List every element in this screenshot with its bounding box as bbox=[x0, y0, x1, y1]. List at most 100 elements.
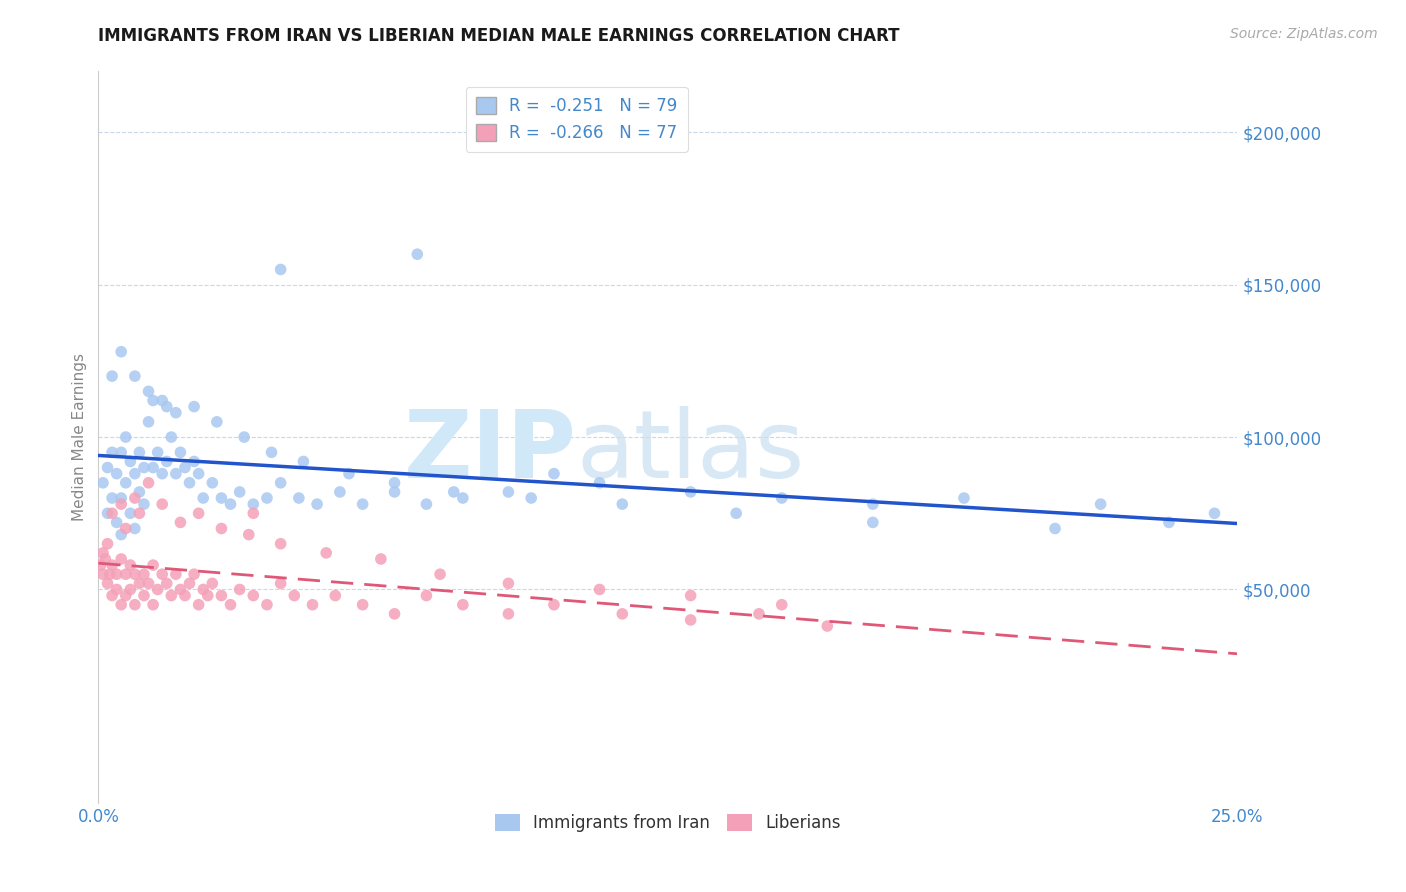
Point bbox=[588, 582, 610, 597]
Point bbox=[315, 546, 337, 560]
Point bbox=[451, 491, 474, 505]
Point bbox=[205, 415, 228, 429]
Point bbox=[132, 589, 155, 603]
Point bbox=[128, 445, 150, 459]
Point bbox=[91, 546, 114, 560]
Point bbox=[120, 582, 142, 597]
Point bbox=[142, 460, 165, 475]
Point bbox=[748, 607, 770, 621]
Point bbox=[110, 445, 132, 459]
Point bbox=[520, 491, 543, 505]
Point bbox=[128, 506, 150, 520]
Point bbox=[138, 384, 160, 399]
Point bbox=[105, 567, 128, 582]
Point bbox=[142, 393, 165, 408]
Point bbox=[146, 582, 169, 597]
Point bbox=[370, 552, 392, 566]
Point bbox=[91, 475, 114, 490]
Point bbox=[193, 491, 215, 505]
Point bbox=[138, 576, 160, 591]
Point bbox=[160, 589, 183, 603]
Point bbox=[183, 567, 205, 582]
Point bbox=[150, 393, 173, 408]
Point bbox=[114, 589, 136, 603]
Point bbox=[498, 607, 520, 621]
Point bbox=[120, 506, 142, 520]
Point bbox=[612, 607, 634, 621]
Point bbox=[114, 567, 136, 582]
Point bbox=[197, 589, 219, 603]
Point bbox=[156, 454, 179, 468]
Point bbox=[132, 567, 155, 582]
Point bbox=[209, 589, 232, 603]
Point bbox=[110, 552, 132, 566]
Point bbox=[165, 567, 187, 582]
Point bbox=[124, 521, 146, 535]
Point bbox=[179, 475, 201, 490]
Point bbox=[228, 582, 250, 597]
Point bbox=[270, 537, 292, 551]
Point bbox=[233, 430, 256, 444]
Point bbox=[124, 598, 146, 612]
Point bbox=[169, 445, 191, 459]
Point bbox=[101, 369, 124, 384]
Point bbox=[90, 558, 112, 573]
Point bbox=[1043, 521, 1066, 535]
Point bbox=[187, 598, 209, 612]
Point bbox=[679, 485, 702, 500]
Point bbox=[543, 598, 565, 612]
Point bbox=[228, 485, 250, 500]
Point bbox=[150, 497, 173, 511]
Point bbox=[110, 598, 132, 612]
Point bbox=[156, 400, 179, 414]
Y-axis label: Median Male Earnings: Median Male Earnings bbox=[72, 353, 87, 521]
Point bbox=[242, 506, 264, 520]
Point bbox=[101, 445, 124, 459]
Point bbox=[1204, 506, 1226, 520]
Point bbox=[953, 491, 976, 505]
Point bbox=[219, 497, 242, 511]
Legend: Immigrants from Iran, Liberians: Immigrants from Iran, Liberians bbox=[488, 807, 848, 838]
Point bbox=[498, 485, 520, 500]
Point bbox=[96, 576, 118, 591]
Point bbox=[862, 497, 884, 511]
Point bbox=[150, 567, 173, 582]
Point bbox=[725, 506, 748, 520]
Point bbox=[174, 460, 197, 475]
Point bbox=[415, 589, 437, 603]
Point bbox=[110, 491, 132, 505]
Point bbox=[96, 460, 118, 475]
Point bbox=[146, 445, 169, 459]
Point bbox=[101, 589, 124, 603]
Point bbox=[105, 516, 128, 530]
Point bbox=[256, 491, 278, 505]
Point bbox=[1090, 497, 1112, 511]
Point bbox=[142, 598, 165, 612]
Point bbox=[96, 537, 118, 551]
Point bbox=[209, 491, 232, 505]
Point bbox=[612, 497, 634, 511]
Point bbox=[114, 430, 136, 444]
Point bbox=[114, 521, 136, 535]
Point bbox=[174, 589, 197, 603]
Text: Source: ZipAtlas.com: Source: ZipAtlas.com bbox=[1230, 27, 1378, 41]
Point bbox=[384, 485, 406, 500]
Point bbox=[120, 454, 142, 468]
Point bbox=[128, 576, 150, 591]
Point bbox=[384, 475, 406, 490]
Point bbox=[132, 497, 155, 511]
Text: IMMIGRANTS FROM IRAN VS LIBERIAN MEDIAN MALE EARNINGS CORRELATION CHART: IMMIGRANTS FROM IRAN VS LIBERIAN MEDIAN … bbox=[98, 27, 900, 45]
Point bbox=[132, 460, 155, 475]
Point bbox=[187, 467, 209, 481]
Text: ZIP: ZIP bbox=[404, 406, 576, 498]
Point bbox=[329, 485, 352, 500]
Point bbox=[384, 607, 406, 621]
Point bbox=[498, 576, 520, 591]
Point bbox=[209, 521, 232, 535]
Point bbox=[124, 467, 146, 481]
Point bbox=[169, 516, 191, 530]
Point bbox=[110, 527, 132, 541]
Point bbox=[96, 506, 118, 520]
Point bbox=[160, 430, 183, 444]
Point bbox=[679, 613, 702, 627]
